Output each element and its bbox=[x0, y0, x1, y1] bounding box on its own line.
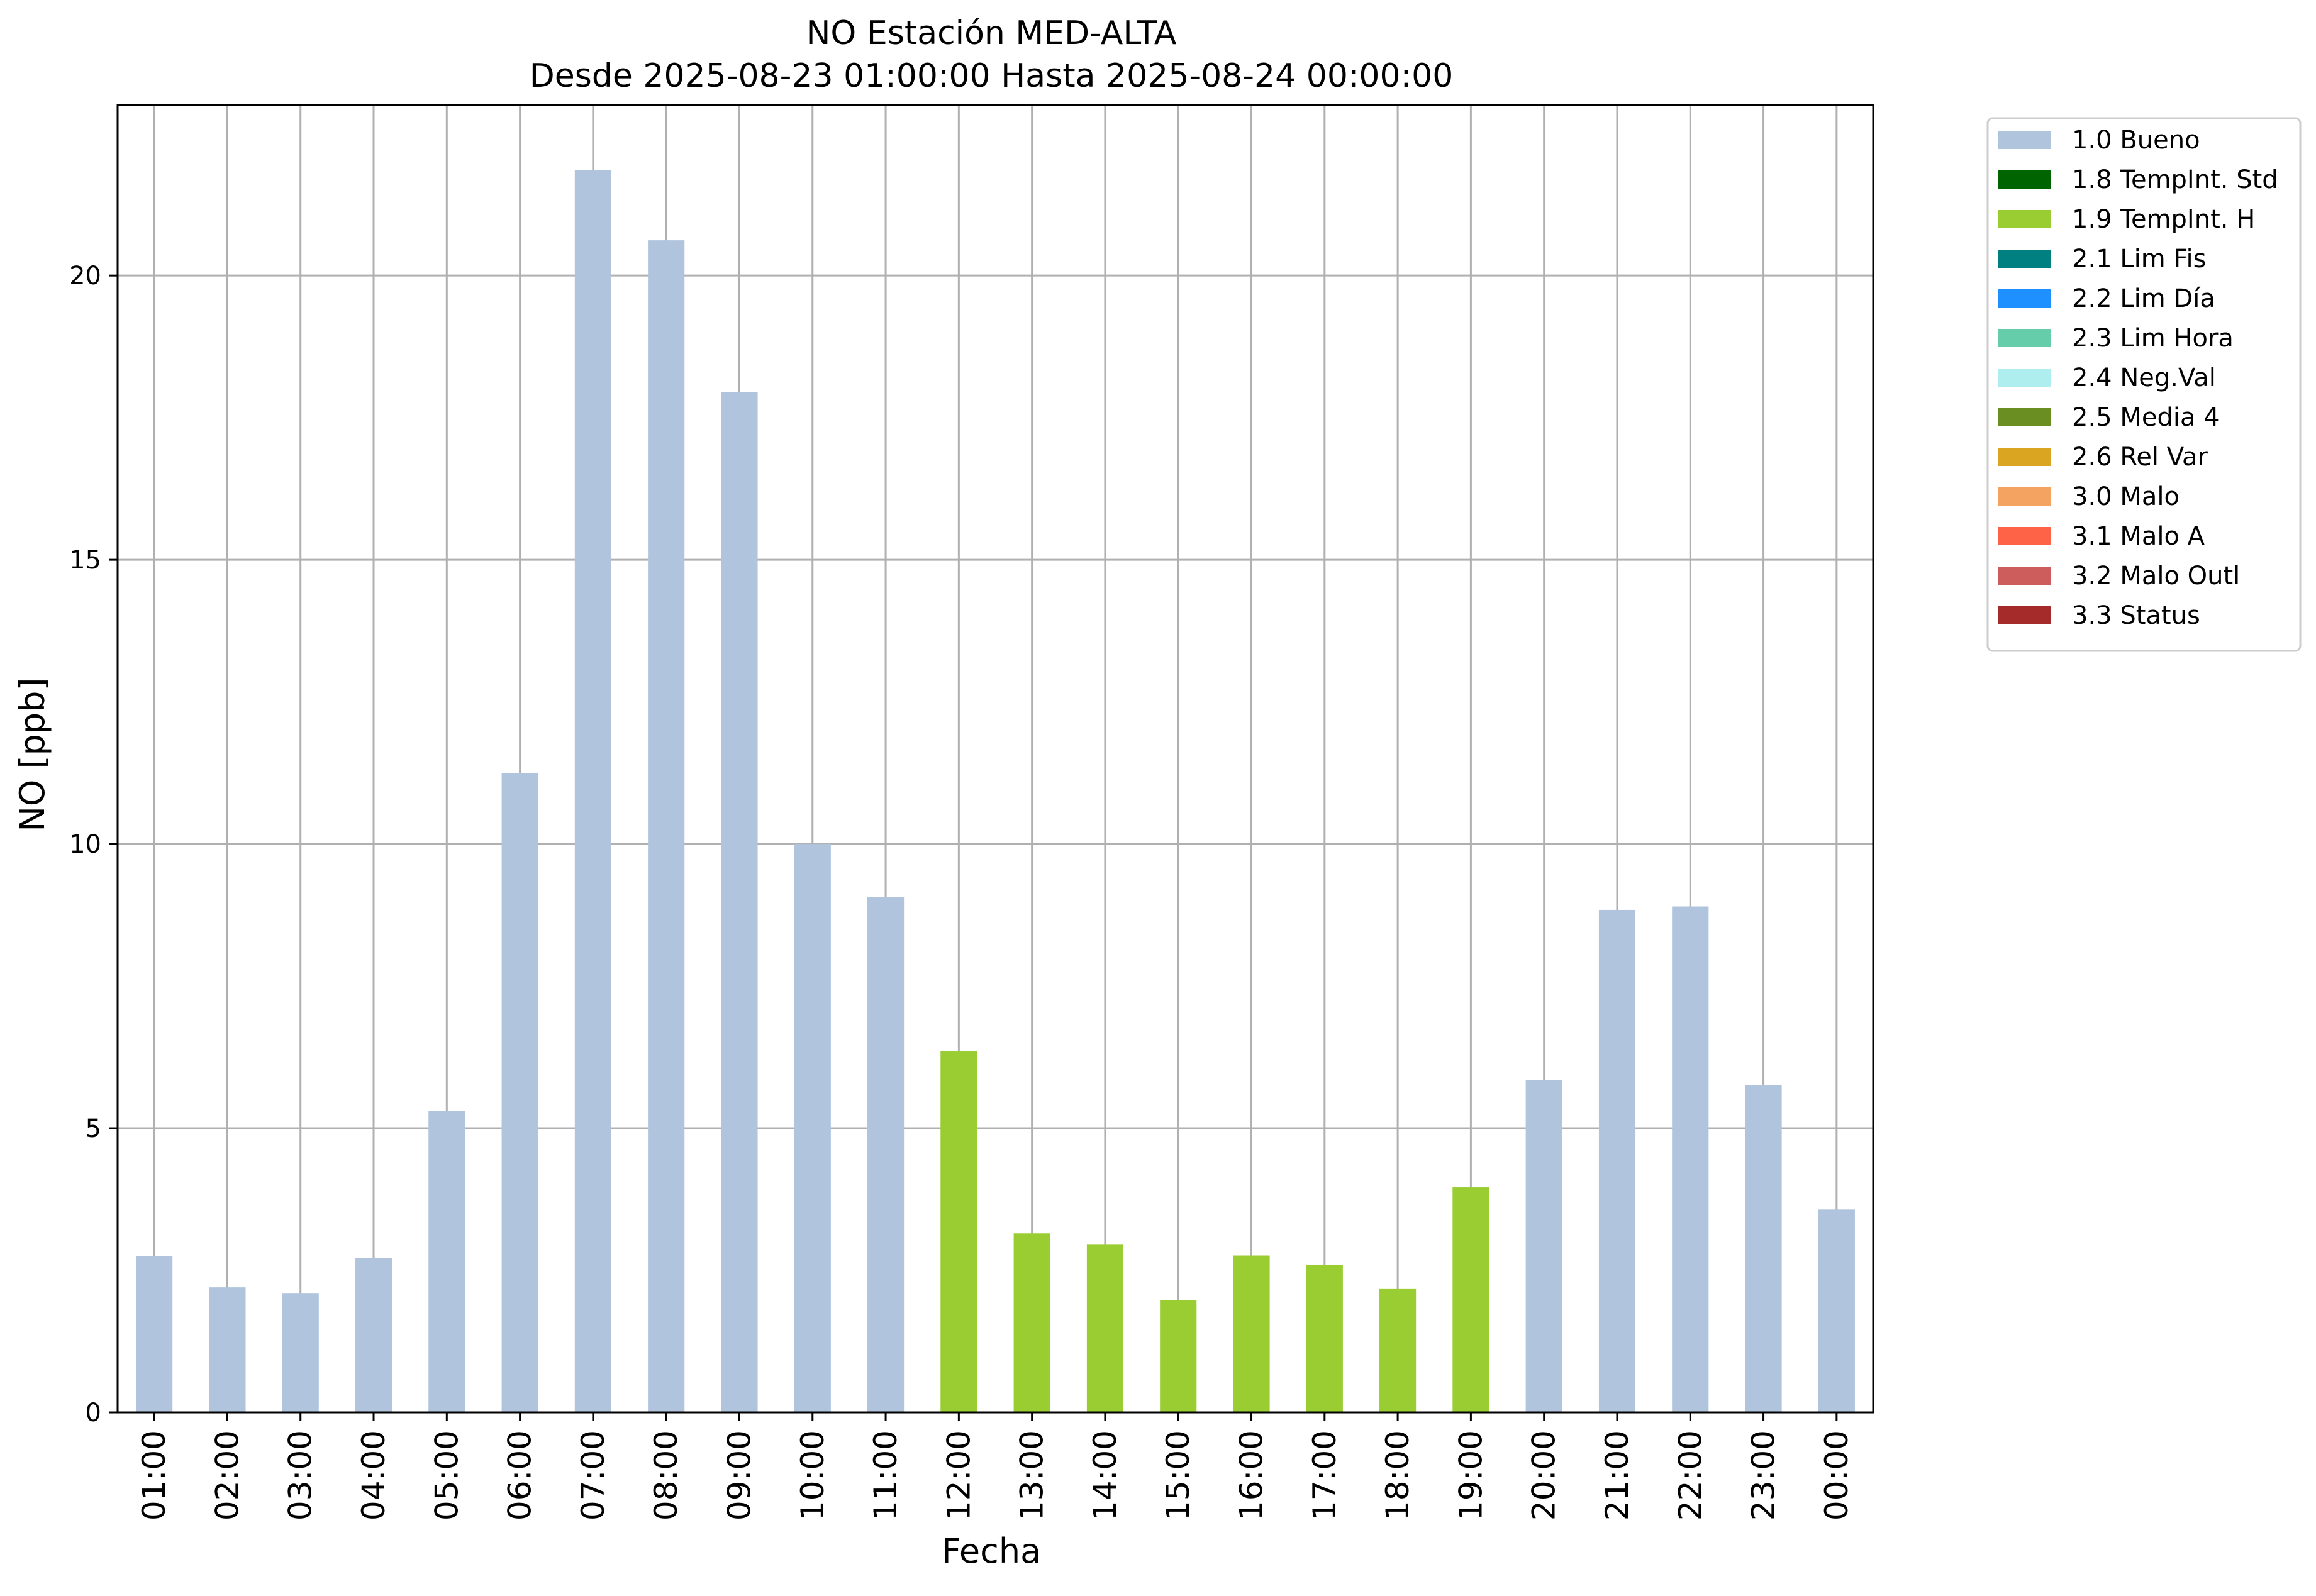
legend-swatch bbox=[1998, 369, 2051, 387]
legend-swatch bbox=[1998, 210, 2051, 228]
legend-label: 3.0 Malo bbox=[2072, 482, 2180, 511]
bar bbox=[1525, 1080, 1562, 1412]
bar bbox=[1233, 1255, 1270, 1412]
bar bbox=[1086, 1244, 1124, 1412]
bar bbox=[1013, 1233, 1050, 1412]
bar bbox=[282, 1293, 319, 1412]
legend: 1.0 Bueno 1.8 TempInt. Std 1.9 TempInt. H 2… bbox=[1986, 117, 2302, 652]
bar bbox=[136, 1256, 173, 1412]
legend-swatch bbox=[1998, 131, 2051, 149]
bar bbox=[501, 773, 538, 1412]
x-tick-label: 09:00 bbox=[721, 1430, 757, 1521]
plot-frame bbox=[116, 104, 1874, 1414]
x-tick-label: 01:00 bbox=[136, 1430, 172, 1521]
legend-label: 1.8 TempInt. Std bbox=[2072, 165, 2278, 194]
y-tick-label: 0 bbox=[86, 1399, 101, 1427]
legend-swatch bbox=[1998, 250, 2051, 268]
bar bbox=[1672, 906, 1709, 1412]
bar bbox=[1598, 909, 1636, 1412]
legend-label: 2.1 Lim Fis bbox=[2072, 245, 2206, 274]
x-axis-label: Fecha bbox=[942, 1531, 1041, 1571]
x-tick-label: 00:00 bbox=[1818, 1430, 1855, 1521]
y-tick-label: 10 bbox=[69, 830, 101, 859]
legend-swatch bbox=[1998, 170, 2051, 189]
chart-subtitle: Desde 2025-08-23 01:00:00 Hasta 2025-08-… bbox=[530, 57, 1454, 95]
x-tick-label: 07:00 bbox=[575, 1430, 611, 1521]
x-tick-label: 18:00 bbox=[1379, 1430, 1416, 1521]
legend-label: 3.3 Status bbox=[2072, 601, 2200, 630]
bar bbox=[355, 1258, 392, 1412]
x-tick-label: 13:00 bbox=[1014, 1430, 1050, 1521]
legend-label: 2.6 Rel Var bbox=[2072, 443, 2208, 472]
legend-swatch bbox=[1998, 448, 2051, 466]
y-tick-label: 20 bbox=[69, 262, 101, 291]
legend-swatch bbox=[1998, 329, 2051, 347]
x-tick-label: 15:00 bbox=[1160, 1430, 1196, 1521]
bar bbox=[574, 170, 611, 1413]
x-tick-label: 02:00 bbox=[209, 1430, 245, 1521]
y-tick-label: 5 bbox=[86, 1114, 101, 1143]
chart-title: NO Estación MED-ALTA bbox=[806, 14, 1177, 52]
axes: 0 5 10 15 20 01:00 02:00 03:00 04:00 05:00 06:00 07… bbox=[69, 104, 1874, 1521]
legend-label: 2.2 Lim Día bbox=[2072, 284, 2215, 313]
x-tick-label: 06:00 bbox=[502, 1430, 538, 1521]
bar bbox=[1379, 1288, 1417, 1412]
legend-label: 2.4 Neg.Val bbox=[2072, 363, 2216, 392]
legend-swatch bbox=[1998, 408, 2051, 426]
x-tick-label: 19:00 bbox=[1452, 1430, 1489, 1521]
x-tick-label: 20:00 bbox=[1526, 1430, 1562, 1521]
y-tick-label: 15 bbox=[69, 546, 101, 575]
bar bbox=[940, 1051, 977, 1412]
bar bbox=[1745, 1085, 1782, 1412]
legend-swatch bbox=[1998, 567, 2051, 585]
bar bbox=[1160, 1300, 1197, 1412]
x-tick-label: 16:00 bbox=[1233, 1430, 1270, 1521]
legend-label: 1.0 Bueno bbox=[2072, 126, 2200, 155]
legend-swatch bbox=[1998, 487, 2051, 506]
legend-label: 3.1 Malo A bbox=[2072, 522, 2205, 551]
legend-swatch bbox=[1998, 527, 2051, 545]
bar bbox=[1306, 1264, 1343, 1412]
bar bbox=[721, 392, 758, 1412]
bar bbox=[428, 1111, 465, 1412]
legend-label: 2.5 Media 4 bbox=[2072, 403, 2220, 432]
x-tick-label: 14:00 bbox=[1087, 1430, 1123, 1521]
x-tick-label: 23:00 bbox=[1745, 1430, 1782, 1521]
legend-label: 1.9 TempInt. H bbox=[2072, 205, 2255, 234]
x-tick-label: 03:00 bbox=[282, 1430, 319, 1521]
x-tick-label: 08:00 bbox=[648, 1430, 684, 1521]
x-tick-label: 12:00 bbox=[940, 1430, 977, 1521]
x-tick-label: 21:00 bbox=[1599, 1430, 1635, 1521]
bar bbox=[867, 897, 905, 1412]
bars bbox=[136, 170, 1855, 1413]
x-tick-label: 10:00 bbox=[794, 1430, 831, 1521]
bar bbox=[1452, 1187, 1489, 1412]
bar bbox=[794, 844, 831, 1412]
x-tick-label: 11:00 bbox=[867, 1430, 904, 1521]
legend-swatch bbox=[1998, 289, 2051, 308]
legend-swatch bbox=[1998, 606, 2051, 624]
x-tick-label: 22:00 bbox=[1672, 1430, 1708, 1521]
x-tick-label: 05:00 bbox=[428, 1430, 465, 1521]
y-axis-label: NO [ppb] bbox=[13, 677, 52, 831]
bar bbox=[209, 1287, 246, 1412]
bar bbox=[648, 240, 685, 1412]
bar bbox=[1818, 1209, 1855, 1412]
legend-label: 3.2 Malo Outl bbox=[2072, 562, 2240, 590]
legend-box bbox=[1986, 117, 2302, 652]
x-tick-label: 04:00 bbox=[355, 1430, 392, 1521]
x-tick-label: 17:00 bbox=[1306, 1430, 1343, 1521]
legend-label: 2.3 Lim Hora bbox=[2072, 324, 2234, 353]
